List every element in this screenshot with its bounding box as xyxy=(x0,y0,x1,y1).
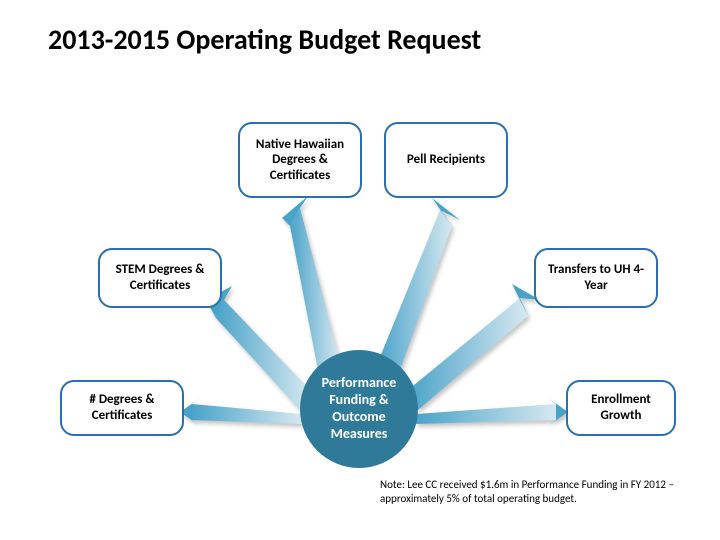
node-label: # Degrees & Certificates xyxy=(72,392,172,423)
node-stem: STEM Degrees & Certificates xyxy=(98,248,222,308)
page-title: 2013-2015 Operating Budget Request xyxy=(48,22,481,57)
footnote: Note: Lee CC received $1.6m in Performan… xyxy=(380,478,680,506)
node-label: Transfers to UH 4-Year xyxy=(546,262,646,293)
center-node: Performance Funding & Outcome Measures xyxy=(300,350,418,468)
node-degrees: # Degrees & Certificates xyxy=(60,380,184,436)
node-label: Native Hawaiian Degrees & Certificates xyxy=(250,137,350,184)
node-label: Pell Recipients xyxy=(407,152,485,168)
node-enrollment: Enrollment Growth xyxy=(566,380,676,436)
node-transfers: Transfers to UH 4-Year xyxy=(534,248,658,308)
node-pell: Pell Recipients xyxy=(384,122,508,198)
center-label: Performance Funding & Outcome Measures xyxy=(310,375,408,442)
node-label: Enrollment Growth xyxy=(578,392,664,423)
node-label: STEM Degrees & Certificates xyxy=(110,262,210,293)
node-native-hawaiian: Native Hawaiian Degrees & Certificates xyxy=(238,122,362,198)
